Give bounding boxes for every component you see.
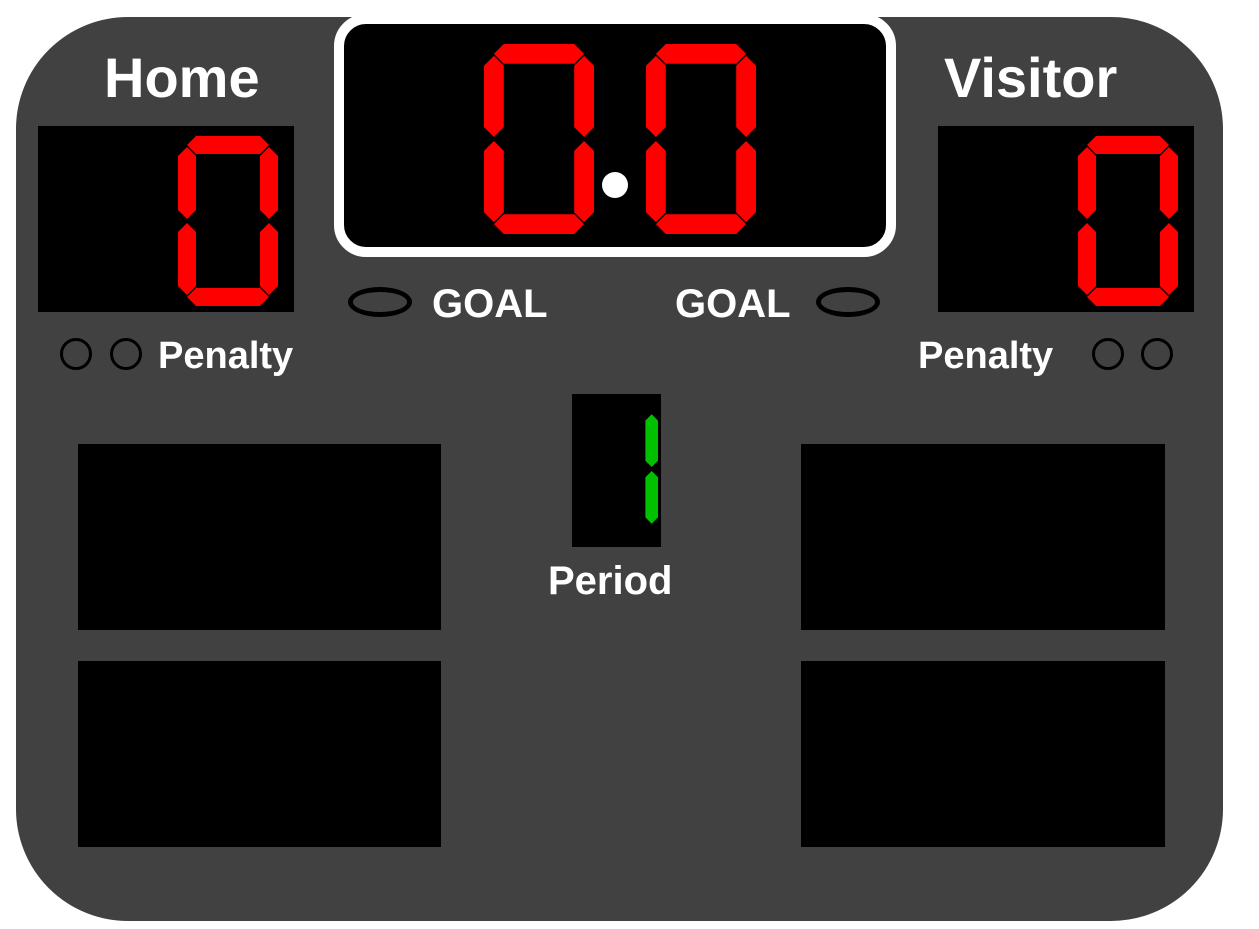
led-segment-b — [736, 55, 756, 137]
home-goal-lamp — [348, 287, 412, 317]
home-score-panel — [38, 126, 294, 312]
led-segment-b — [645, 414, 658, 467]
led-segment-a — [1087, 136, 1169, 154]
home-penalty-panel-1 — [78, 444, 441, 630]
visitor-penalty-panel-2 — [801, 661, 1165, 847]
led-segment-f — [484, 55, 504, 137]
led-segment-a — [655, 44, 747, 64]
led-segment-c — [1160, 223, 1178, 295]
home-score-digit — [178, 136, 278, 306]
clock-minutes-digit — [484, 44, 594, 234]
led-segment-b — [260, 147, 278, 219]
led-segment-c — [645, 471, 658, 524]
led-segment-c — [260, 223, 278, 295]
led-segment-a — [493, 44, 585, 64]
led-segment-c — [736, 141, 756, 223]
led-segment-b — [1160, 147, 1178, 219]
visitor-score-panel — [938, 126, 1194, 312]
led-segment-e — [178, 223, 196, 295]
visitor-goal-label: GOAL — [675, 282, 791, 326]
led-segment-e — [484, 141, 504, 223]
clock-colon-dot — [602, 172, 628, 198]
led-segment-f — [178, 147, 196, 219]
visitor-penalty-lamp-1 — [1092, 338, 1124, 370]
scoreboard: Home GOAL Penalty Visitor GOAL Penalty P… — [8, 9, 1231, 929]
visitor-penalty-label: Penalty — [918, 335, 1054, 377]
led-segment-f — [646, 55, 666, 137]
visitor-goal-lamp — [816, 287, 880, 317]
period-digit — [645, 414, 658, 524]
led-segment-c — [574, 141, 594, 223]
led-segment-d — [493, 214, 585, 234]
visitor-penalty-panel-1 — [801, 444, 1165, 630]
led-segment-d — [1087, 288, 1169, 306]
home-penalty-lamp-2 — [110, 338, 142, 370]
home-penalty-label: Penalty — [158, 335, 294, 377]
period-label: Period — [548, 559, 673, 603]
home-penalty-panel-2 — [78, 661, 441, 847]
clock-seconds-digit — [646, 44, 756, 234]
home-penalty-lamp-1 — [60, 338, 92, 370]
led-segment-e — [1078, 223, 1096, 295]
visitor-penalty-lamp-2 — [1141, 338, 1173, 370]
visitor-label: Visitor — [944, 46, 1118, 109]
led-segment-d — [655, 214, 747, 234]
home-label: Home — [104, 46, 260, 109]
led-segment-d — [187, 288, 269, 306]
led-segment-a — [187, 136, 269, 154]
game-clock — [334, 14, 896, 257]
visitor-score-digit — [1078, 136, 1178, 306]
period-panel — [572, 394, 661, 547]
led-segment-e — [646, 141, 666, 223]
home-goal-label: GOAL — [432, 282, 548, 326]
led-segment-f — [1078, 147, 1096, 219]
led-segment-b — [574, 55, 594, 137]
